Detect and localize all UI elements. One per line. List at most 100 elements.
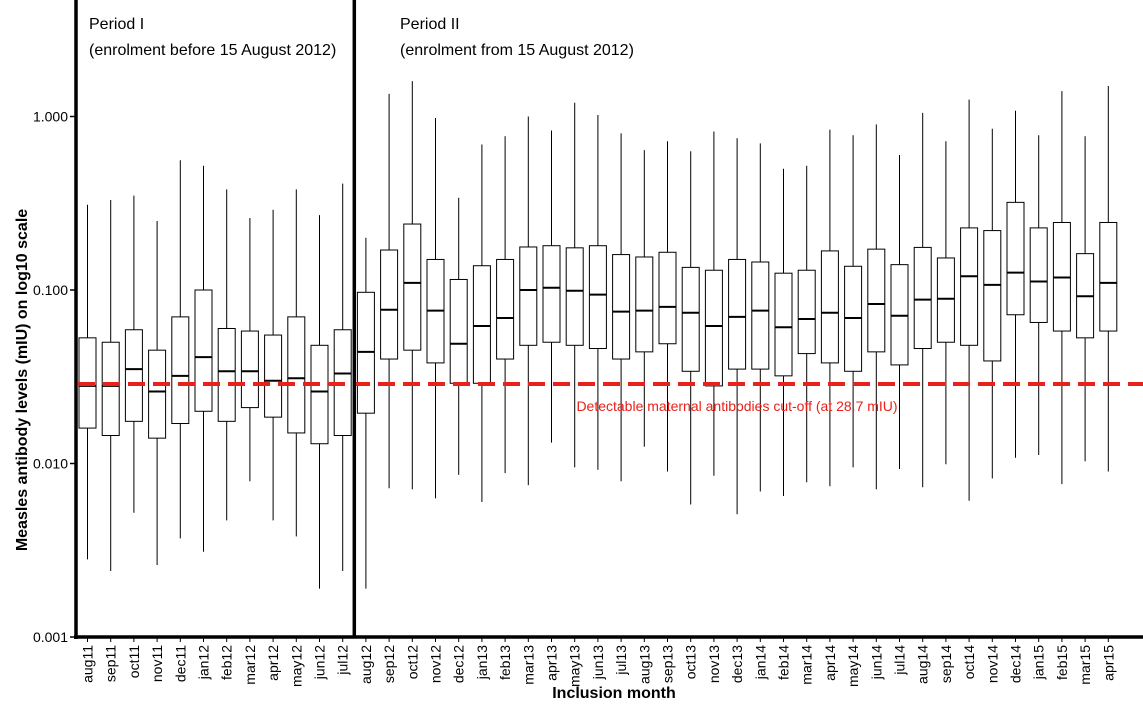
box-iqr <box>171 316 190 425</box>
x-tick-label: jun14 <box>868 645 884 680</box>
x-tick-label: nov11 <box>149 645 165 682</box>
x-tick-label: mar13 <box>520 645 536 685</box>
box-iqr <box>797 269 816 355</box>
box-oct12 <box>403 81 422 490</box>
box-apr13 <box>542 130 561 443</box>
y-tick-label: 0.100 <box>33 282 68 298</box>
x-tick-label: mar15 <box>1077 645 1093 685</box>
cutoff-layer: Detectable maternal antibodies cut-off (… <box>78 382 1143 414</box>
box-iqr <box>496 258 515 360</box>
x-tick-label: sep14 <box>938 645 954 683</box>
x-tick-label: aug14 <box>915 645 931 684</box>
box-iqr <box>472 265 491 384</box>
box-jan15 <box>1029 135 1048 455</box>
box-apr15 <box>1099 85 1118 472</box>
box-dec13 <box>728 138 747 515</box>
x-tick-label: nov13 <box>706 645 722 683</box>
box-iqr <box>728 258 747 370</box>
y-axis-title: Measles antibody levels (mIU) on log10 s… <box>14 209 31 551</box>
x-tick-label: may13 <box>567 645 583 687</box>
y-ticks: 0.001 0.010 0.100 1.000 <box>33 109 76 645</box>
box-nov13 <box>704 131 723 476</box>
box-iqr <box>217 327 236 422</box>
x-tick-label: apr14 <box>822 645 838 681</box>
x-tick-label: jul12 <box>335 645 351 676</box>
box-iqr <box>658 251 677 345</box>
box-iqr <box>403 223 422 351</box>
box-dec11 <box>171 160 190 539</box>
box-sep14 <box>936 141 955 465</box>
x-tick-label: jun13 <box>590 645 606 680</box>
box-iqr <box>867 248 886 353</box>
box-iqr <box>890 264 909 366</box>
y-tick-label: 1.000 <box>33 109 68 125</box>
box-apr12 <box>264 209 283 521</box>
box-mar12 <box>240 218 259 482</box>
x-tick-label: feb15 <box>1054 645 1070 680</box>
box-mar13 <box>519 116 538 486</box>
box-iqr <box>310 344 329 445</box>
x-tick-label: sep11 <box>103 645 119 682</box>
x-tick-label: jul14 <box>892 645 908 676</box>
x-tick-label: jan12 <box>196 645 212 680</box>
box-iqr <box>751 261 770 370</box>
x-tick-label: may14 <box>845 645 861 687</box>
x-tick-label: feb12 <box>219 645 235 680</box>
box-iqr <box>1029 227 1048 323</box>
box-iqr <box>704 269 723 387</box>
x-tick-label: dec13 <box>729 645 745 683</box>
x-tick-label: feb14 <box>776 645 792 680</box>
box-iqr <box>148 349 167 439</box>
x-tick-label: apr12 <box>265 645 281 681</box>
box-jan12 <box>194 165 213 552</box>
box-jul13 <box>612 133 631 482</box>
x-tick-label: feb13 <box>497 645 513 680</box>
box-iqr <box>542 245 561 343</box>
box-iqr <box>101 341 120 437</box>
box-iqr <box>124 329 143 422</box>
box-apr14 <box>820 129 839 487</box>
box-nov14 <box>983 128 1002 479</box>
x-tick-label: nov14 <box>984 645 1000 683</box>
box-iqr <box>774 272 793 377</box>
box-iqr <box>681 266 700 372</box>
box-iqr <box>983 230 1002 362</box>
box-dec14 <box>1006 110 1025 458</box>
y-tick-label: 0.010 <box>33 456 68 472</box>
x-tick-label: aug13 <box>636 645 652 684</box>
x-tick-label: oct14 <box>961 645 977 679</box>
box-oct14 <box>960 99 979 501</box>
x-tick-label: apr13 <box>544 645 560 681</box>
x-tick-label: jun12 <box>312 645 328 680</box>
x-tick-label: oct12 <box>404 645 420 679</box>
box-jun12 <box>310 215 329 589</box>
box-aug14 <box>913 112 932 488</box>
x-tick-label: mar12 <box>242 645 258 685</box>
period-2-label: Period II <box>400 16 460 33</box>
x-axis-title: Inclusion month <box>552 685 676 702</box>
box-iqr <box>1006 201 1025 316</box>
box-dec12 <box>449 197 468 475</box>
x-tick-label: may12 <box>288 645 304 687</box>
x-tick-label: dec14 <box>1008 645 1024 683</box>
box-nov12 <box>426 118 445 499</box>
box-feb12 <box>217 189 236 521</box>
period-2-sublabel: (enrolment from 15 August 2012) <box>400 42 634 59</box>
box-mar15 <box>1076 136 1095 462</box>
box-iqr <box>635 256 654 353</box>
box-may13 <box>565 102 584 468</box>
box-iqr <box>519 246 538 346</box>
box-iqr <box>380 249 399 360</box>
period-labels: Period I (enrolment before 15 August 201… <box>89 16 634 59</box>
x-tick-label: dec12 <box>451 645 467 683</box>
x-ticks: aug11 sep11 oct11 nov11 dec11 jan12 feb12 mar12… <box>80 637 1116 687</box>
y-tick-label: 0.001 <box>33 629 68 645</box>
box-feb14 <box>774 168 793 496</box>
period-1-sublabel: (enrolment before 15 August 2012) <box>89 42 336 59</box>
box-jan13 <box>472 144 491 502</box>
box-iqr <box>194 289 213 412</box>
box-iqr <box>612 254 631 360</box>
box-iqr <box>588 245 607 350</box>
